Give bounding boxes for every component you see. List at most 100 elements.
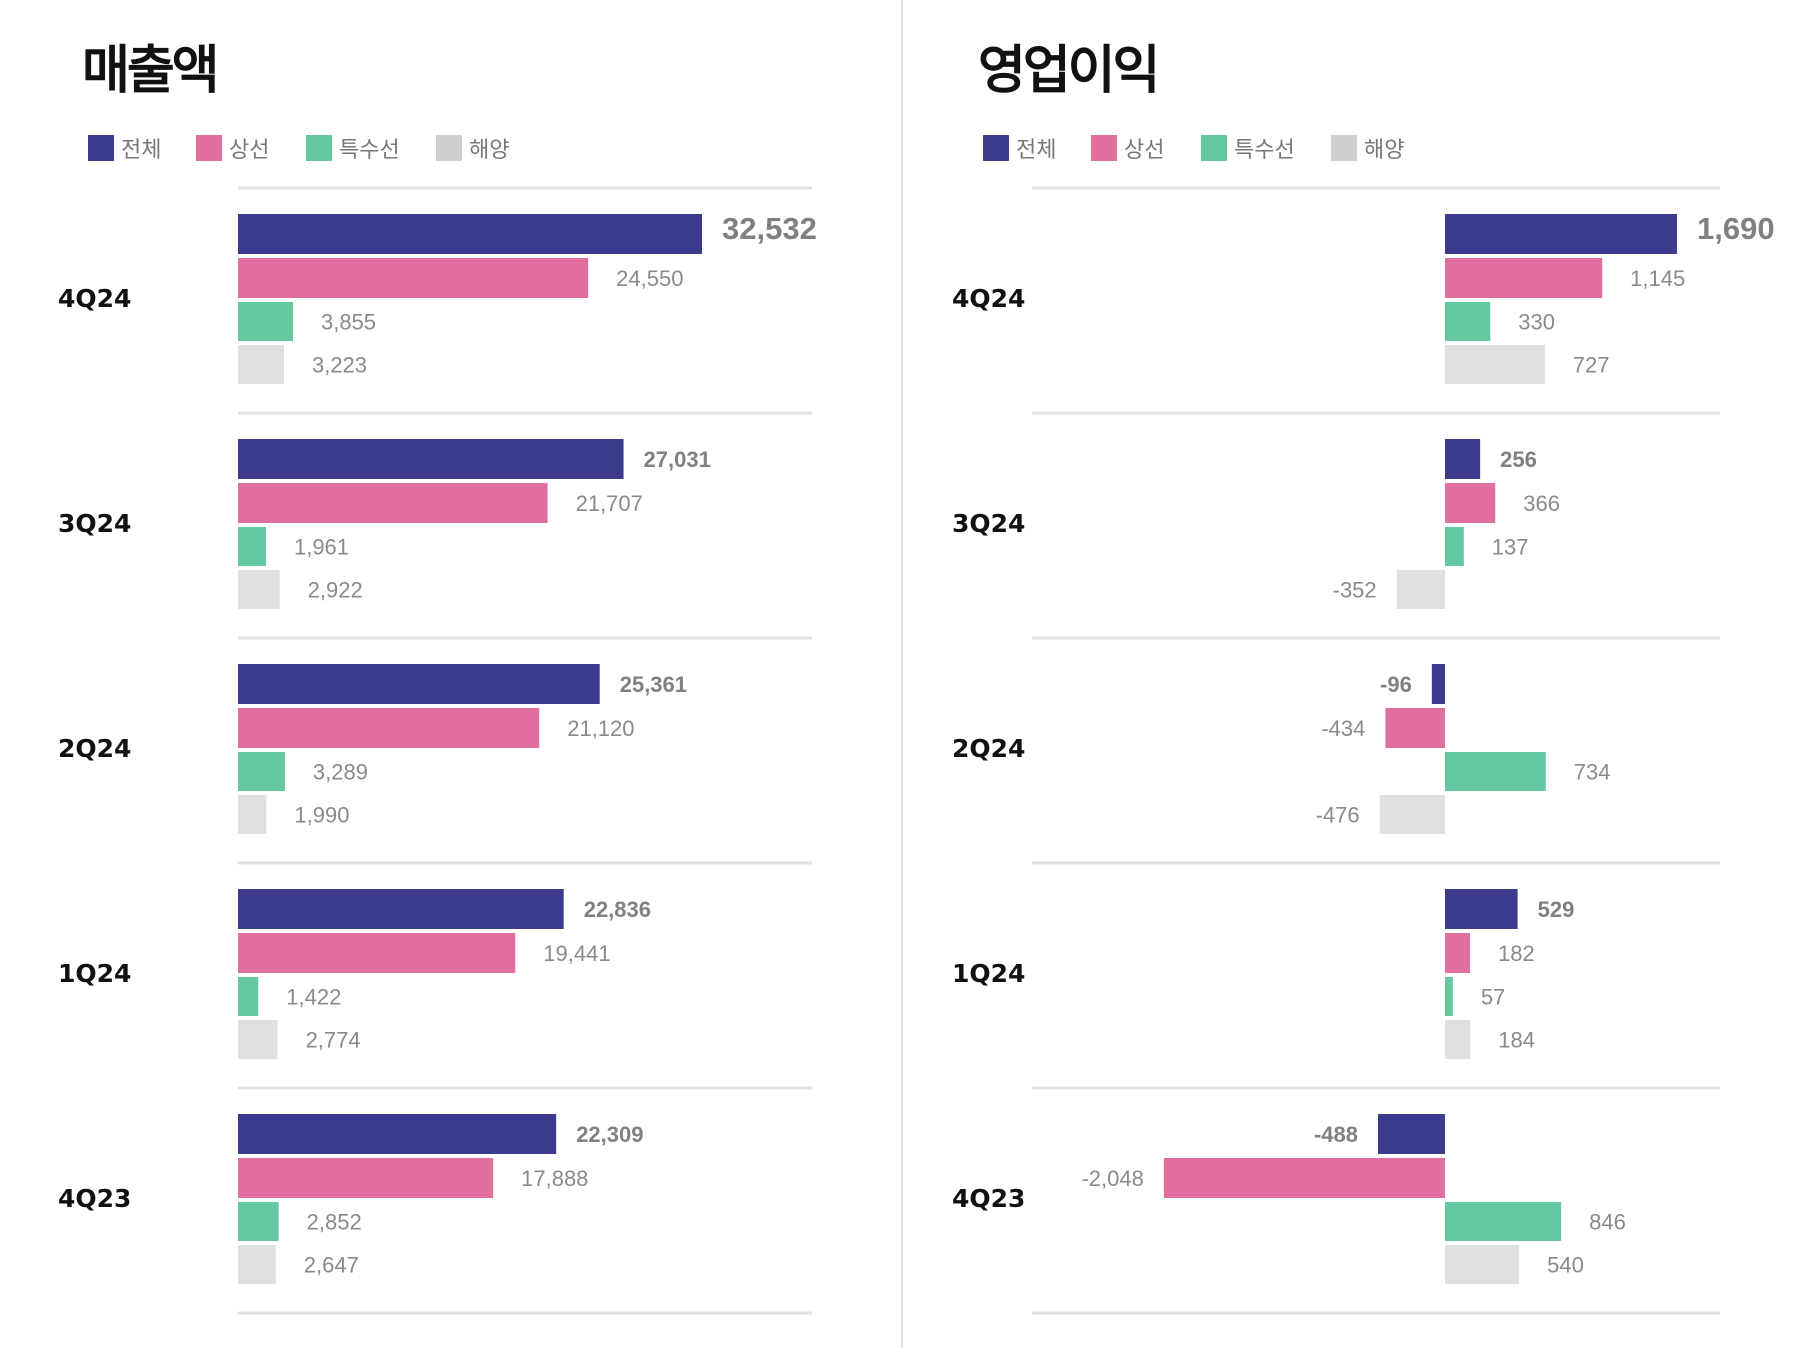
- operating-profit-value-label-3q24-total: 256: [1500, 447, 1537, 472]
- revenue-value-label-4q24-total: 32,532: [722, 211, 817, 246]
- operating-profit-bar-2q24-offshore: [1379, 795, 1445, 834]
- operating-profit-legend-swatch-total: [983, 135, 1009, 161]
- operating-profit-value-label-4q23-total: -488: [1314, 1122, 1358, 1147]
- operating-profit-bar-3q24-offshore: [1396, 570, 1445, 609]
- operating-profit-legend-label-total: 전체: [1016, 138, 1056, 163]
- revenue-bar-4q23-special: [238, 1202, 279, 1241]
- operating-profit-value-label-4q24-merchant: 1,145: [1630, 266, 1685, 291]
- operating-profit-bar-2q24-total: [1431, 664, 1445, 704]
- revenue-value-label-3q24-offshore: 2,922: [308, 577, 363, 602]
- operating-profit-value-label-3q24-merchant: 366: [1523, 491, 1560, 516]
- operating-profit-value-label-4q23-merchant: -2,048: [1081, 1166, 1143, 1191]
- revenue-chart-title: 매출액: [82, 41, 217, 101]
- revenue-bar-2q24-total: [238, 664, 600, 704]
- revenue-value-label-1q24-offshore: 2,774: [306, 1027, 361, 1052]
- operating-profit-value-label-1q24-merchant: 182: [1498, 941, 1535, 966]
- operating-profit-legend-swatch-merchant: [1091, 135, 1117, 161]
- operating-profit-category-label-4q24: 4Q24: [952, 284, 1025, 313]
- revenue-category-label-4q23: 4Q23: [58, 1184, 131, 1213]
- operating-profit-bar-3q24-merchant: [1445, 483, 1496, 523]
- operating-profit-bar-4q23-special: [1445, 1202, 1562, 1241]
- operating-profit-value-label-4q24-special: 330: [1518, 309, 1555, 334]
- revenue-legend-label-merchant: 상선: [229, 138, 269, 163]
- revenue-bar-1q24-special: [238, 977, 259, 1016]
- revenue-bar-1q24-merchant: [238, 933, 516, 973]
- operating-profit-legend-label-merchant: 상선: [1124, 138, 1164, 163]
- operating-profit-category-label-1q24: 1Q24: [952, 959, 1025, 988]
- operating-profit-bar-1q24-offshore: [1445, 1020, 1471, 1059]
- revenue-bar-4q24-total: [238, 214, 702, 254]
- revenue-category-label-1q24: 1Q24: [58, 959, 131, 988]
- operating-profit-bar-4q23-merchant: [1163, 1158, 1445, 1198]
- revenue-value-label-4q24-offshore: 3,223: [312, 352, 367, 377]
- revenue-bar-1q24-total: [238, 889, 564, 929]
- revenue-legend-swatch-offshore: [436, 135, 462, 161]
- revenue-value-label-4q24-special: 3,855: [321, 309, 376, 334]
- revenue-value-label-2q24-special: 3,289: [313, 759, 368, 784]
- revenue-bar-3q24-special: [238, 527, 266, 566]
- revenue-bar-4q23-offshore: [238, 1245, 276, 1284]
- operating-profit-value-label-4q24-total: 1,690: [1697, 211, 1775, 246]
- revenue-value-label-3q24-total: 27,031: [644, 447, 711, 472]
- revenue-value-label-2q24-merchant: 21,120: [567, 716, 634, 741]
- revenue-value-label-1q24-special: 1,422: [286, 984, 341, 1009]
- operating-profit-legend-swatch-offshore: [1331, 135, 1357, 161]
- revenue-value-label-4q23-offshore: 2,647: [304, 1252, 359, 1277]
- revenue-bar-3q24-merchant: [238, 483, 548, 523]
- operating-profit-category-label-4q23: 4Q23: [952, 1184, 1025, 1213]
- revenue-legend-swatch-special: [306, 135, 332, 161]
- operating-profit-bar-4q24-merchant: [1445, 258, 1603, 298]
- revenue-value-label-2q24-total: 25,361: [620, 672, 687, 697]
- operating-profit-legend-label-special: 특수선: [1234, 138, 1295, 163]
- revenue-bar-3q24-total: [238, 439, 624, 479]
- revenue-bar-2q24-offshore: [238, 795, 267, 834]
- revenue-legend-label-offshore: 해양: [469, 138, 509, 163]
- operating-profit-category-label-3q24: 3Q24: [952, 509, 1025, 538]
- operating-profit-bar-2q24-merchant: [1385, 708, 1445, 748]
- operating-profit-legend-swatch-special: [1201, 135, 1227, 161]
- revenue-bar-4q23-merchant: [238, 1158, 494, 1198]
- revenue-value-label-4q23-merchant: 17,888: [521, 1166, 588, 1191]
- operating-profit-bar-4q24-total: [1445, 214, 1677, 254]
- operating-profit-value-label-3q24-offshore: -352: [1333, 577, 1377, 602]
- operating-profit-bar-1q24-total: [1445, 889, 1518, 929]
- operating-profit-value-label-1q24-offshore: 184: [1498, 1027, 1535, 1052]
- operating-profit-value-label-2q24-merchant: -434: [1321, 716, 1365, 741]
- operating-profit-bar-4q24-offshore: [1445, 345, 1545, 384]
- revenue-value-label-4q23-total: 22,309: [576, 1122, 643, 1147]
- revenue-legend-label-total: 전체: [121, 138, 161, 163]
- operating-profit-value-label-4q24-offshore: 727: [1573, 352, 1610, 377]
- revenue-value-label-1q24-merchant: 19,441: [543, 941, 610, 966]
- operating-profit-value-label-3q24-special: 137: [1492, 534, 1529, 559]
- revenue-value-label-4q24-merchant: 24,550: [616, 266, 683, 291]
- operating-profit-bar-4q24-special: [1445, 302, 1491, 341]
- operating-profit-bar-3q24-special: [1445, 527, 1464, 566]
- revenue-bar-4q24-offshore: [238, 345, 284, 384]
- operating-profit-value-label-2q24-offshore: -476: [1316, 802, 1360, 827]
- operating-profit-value-label-2q24-special: 734: [1574, 759, 1611, 784]
- revenue-category-label-3q24: 3Q24: [58, 509, 131, 538]
- operating-profit-value-label-2q24-total: -96: [1380, 672, 1412, 697]
- revenue-bar-1q24-offshore: [238, 1020, 278, 1059]
- revenue-legend-swatch-total: [88, 135, 114, 161]
- revenue-category-label-2q24: 2Q24: [58, 734, 131, 763]
- revenue-legend-swatch-merchant: [196, 135, 222, 161]
- operating-profit-value-label-4q23-offshore: 540: [1547, 1252, 1584, 1277]
- operating-profit-category-label-2q24: 2Q24: [952, 734, 1025, 763]
- revenue-bar-2q24-special: [238, 752, 285, 791]
- revenue-value-label-3q24-merchant: 21,707: [576, 491, 643, 516]
- revenue-bar-2q24-merchant: [238, 708, 540, 748]
- operating-profit-value-label-1q24-total: 529: [1538, 897, 1575, 922]
- revenue-category-label-4q24: 4Q24: [58, 284, 131, 313]
- revenue-bar-3q24-offshore: [238, 570, 280, 609]
- revenue-value-label-4q23-special: 2,852: [307, 1209, 362, 1234]
- operating-profit-legend-label-offshore: 해양: [1364, 138, 1404, 163]
- revenue-value-label-2q24-offshore: 1,990: [294, 802, 349, 827]
- operating-profit-value-label-1q24-special: 57: [1481, 984, 1505, 1009]
- revenue-bar-4q23-total: [238, 1114, 557, 1154]
- operating-profit-chart-title: 영업이익: [978, 41, 1157, 101]
- operating-profit-bar-2q24-special: [1445, 752, 1546, 791]
- operating-profit-value-label-4q23-special: 846: [1589, 1209, 1626, 1234]
